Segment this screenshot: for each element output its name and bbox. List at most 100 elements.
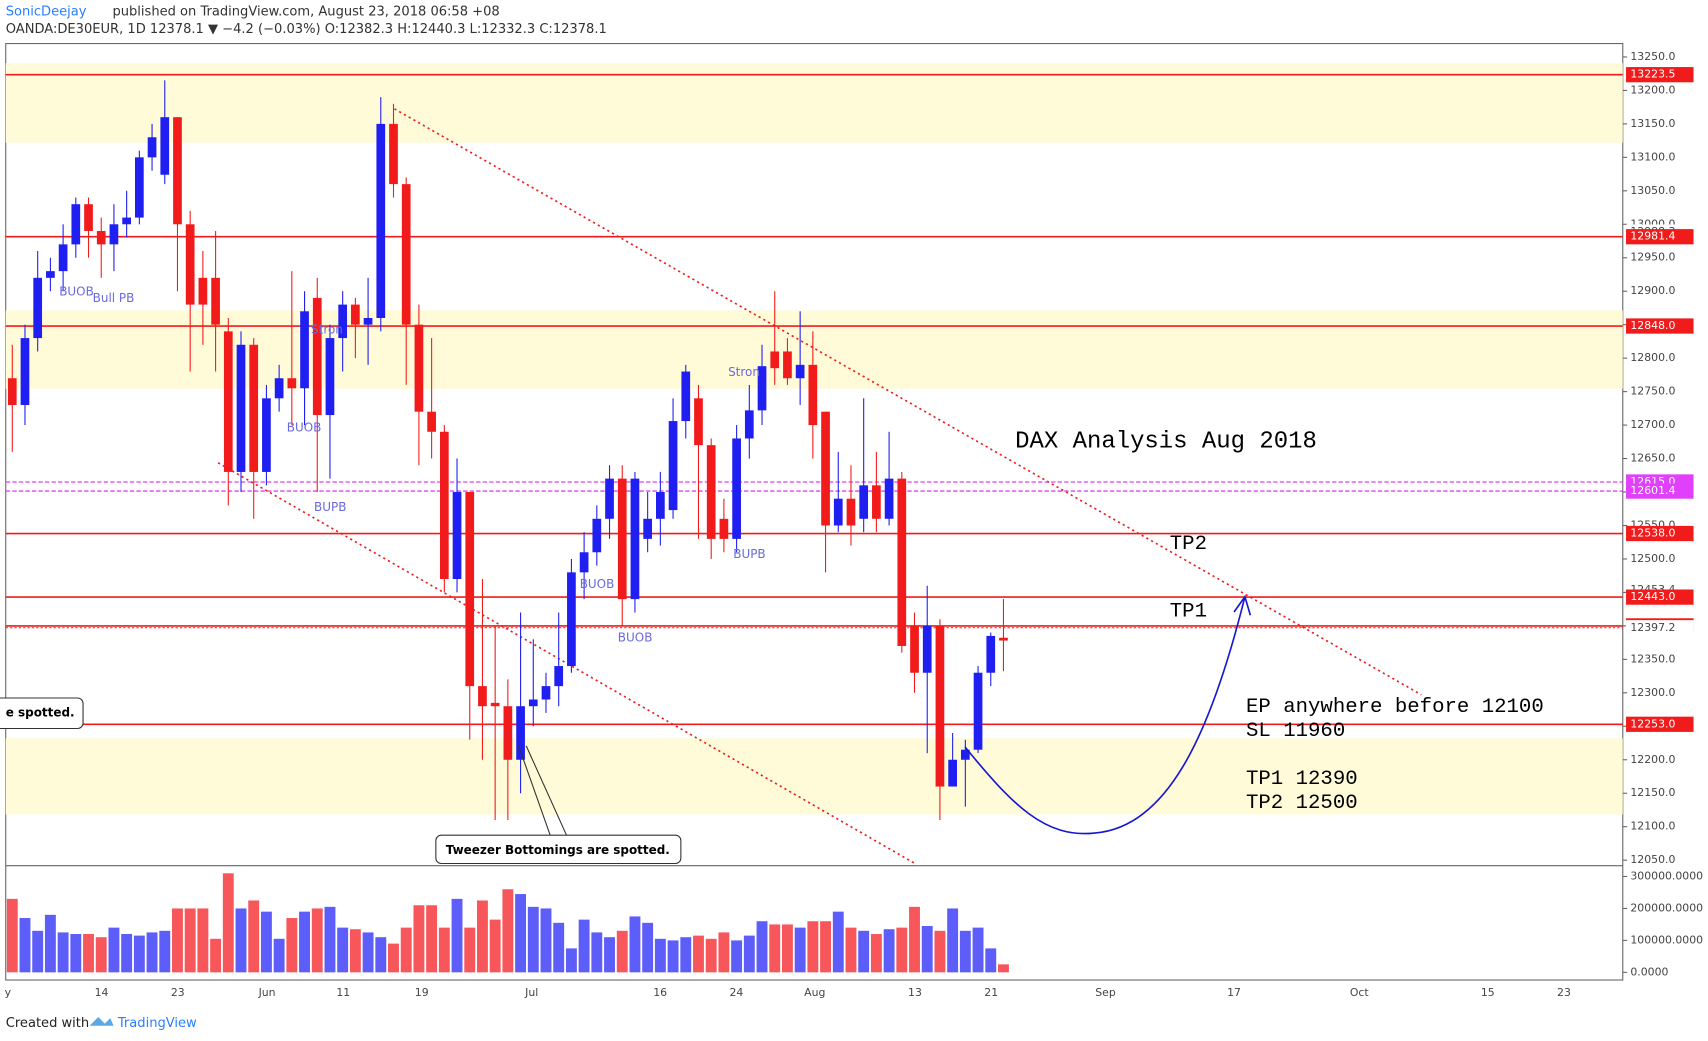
- candle-body: [528, 699, 538, 707]
- candle-body: [351, 304, 360, 325]
- price-label-bg: [1626, 620, 1694, 636]
- volume-bar: [845, 927, 857, 973]
- volume-bar: [375, 937, 387, 973]
- x-tick-label: 11: [336, 986, 350, 999]
- x-tick-label: 16: [653, 986, 667, 999]
- volume-bar: [273, 938, 285, 973]
- candle-body: [173, 117, 182, 225]
- x-tick-label: Sep: [1095, 986, 1116, 999]
- volume-bar: [6, 898, 18, 973]
- footer-created: Created with: [6, 1016, 89, 1031]
- candle-body: [236, 344, 246, 472]
- candle-body: [567, 572, 576, 667]
- annotation: TP2 12500: [1246, 792, 1358, 815]
- x-tick-label: Aug: [804, 986, 825, 999]
- author[interactable]: SonicDeejay: [6, 4, 87, 19]
- volume-bar: [553, 922, 565, 973]
- y-tick-label: 12200.0: [1630, 753, 1675, 766]
- x-tick-label: 15: [1481, 986, 1495, 999]
- signal-label: Stron: [311, 322, 343, 336]
- zone: [5, 63, 1623, 143]
- price-label-box: [1626, 229, 1694, 245]
- volume-bar: [604, 937, 615, 973]
- volume-bar: [311, 908, 323, 973]
- candle-body: [427, 411, 436, 432]
- volume-bar: [870, 934, 882, 973]
- x-tick-label: Oct: [1350, 986, 1369, 999]
- x-tick-label: y: [5, 986, 12, 999]
- callout-box: [0, 697, 84, 730]
- volume-bar: [362, 932, 374, 973]
- candle-body: [96, 230, 106, 245]
- volume-bar: [959, 930, 971, 973]
- candle-body: [668, 421, 678, 511]
- candle-body: [681, 371, 691, 422]
- annotation: EP anywhere before 12100: [1246, 696, 1544, 719]
- y-tick-label: 12350.0: [1630, 652, 1675, 665]
- volume-bar: [642, 922, 654, 973]
- candle-body: [948, 759, 957, 787]
- volume-bar: [998, 964, 1009, 973]
- x-tick-label: 23: [1557, 986, 1571, 999]
- price-label: 12397.2: [1630, 621, 1675, 634]
- candle-body: [795, 364, 805, 379]
- candle-body: [389, 123, 398, 185]
- x-tick-label: 17: [1227, 986, 1241, 999]
- volume-bar: [349, 929, 361, 973]
- footer-brand[interactable]: TradingView: [117, 1016, 197, 1031]
- price-label-box: [1626, 483, 1694, 499]
- signal-label: BUOB: [59, 284, 94, 298]
- x-tick-label: Jul: [524, 986, 538, 999]
- volume-bar: [947, 908, 959, 973]
- candle-body: [808, 364, 818, 426]
- volume-bar: [820, 921, 832, 973]
- candle-body: [312, 297, 322, 416]
- signal-label: Stron: [728, 365, 760, 379]
- volume-bar: [32, 930, 44, 973]
- x-tick-label: 23: [171, 986, 185, 999]
- candle-body: [630, 478, 640, 600]
- candle-body: [274, 378, 284, 399]
- candle-body: [160, 117, 170, 175]
- volume-bar: [578, 919, 590, 973]
- volume-bar: [57, 932, 69, 973]
- x-tick-label: 14: [95, 986, 109, 999]
- candle-body: [300, 311, 309, 389]
- candle-body: [490, 702, 500, 707]
- y-tick-label: 12700.0: [1630, 418, 1675, 431]
- candle-body: [706, 445, 716, 539]
- candle-body: [223, 331, 233, 472]
- candle-body: [122, 217, 131, 225]
- volume-bar: [883, 929, 895, 973]
- volume-bar: [972, 927, 984, 973]
- volume-bar: [807, 921, 819, 973]
- y-tick-label: 12750.0: [1630, 385, 1675, 398]
- candle-body: [859, 485, 869, 519]
- volume-bar: [756, 921, 768, 973]
- chart-title: DAX Analysis Aug 2018: [1015, 428, 1317, 455]
- candle-body: [719, 518, 729, 539]
- volume-bar: [464, 927, 476, 973]
- y-tick-label: 12100.0: [1630, 820, 1675, 833]
- volume-bar: [540, 908, 552, 973]
- candle-body: [960, 749, 970, 760]
- candle-body: [516, 706, 525, 760]
- candle-body: [833, 498, 843, 526]
- volume-bar: [921, 926, 933, 973]
- volume-bar: [718, 932, 730, 973]
- candle-body: [643, 518, 653, 539]
- candle-body: [84, 204, 93, 231]
- volume-bar: [400, 927, 412, 973]
- candle-body: [465, 492, 475, 687]
- volume-bar: [260, 911, 272, 973]
- candle-body: [46, 271, 55, 278]
- volume-bar: [438, 927, 450, 973]
- candle-body: [846, 498, 856, 526]
- y-tick-label: 13100.0: [1630, 150, 1675, 163]
- volume-tick-label: 100000.0000: [1630, 933, 1703, 946]
- volume-bar: [121, 934, 133, 973]
- volume-bar: [654, 938, 666, 973]
- volume-tick-label: 200000.0000: [1630, 901, 1703, 914]
